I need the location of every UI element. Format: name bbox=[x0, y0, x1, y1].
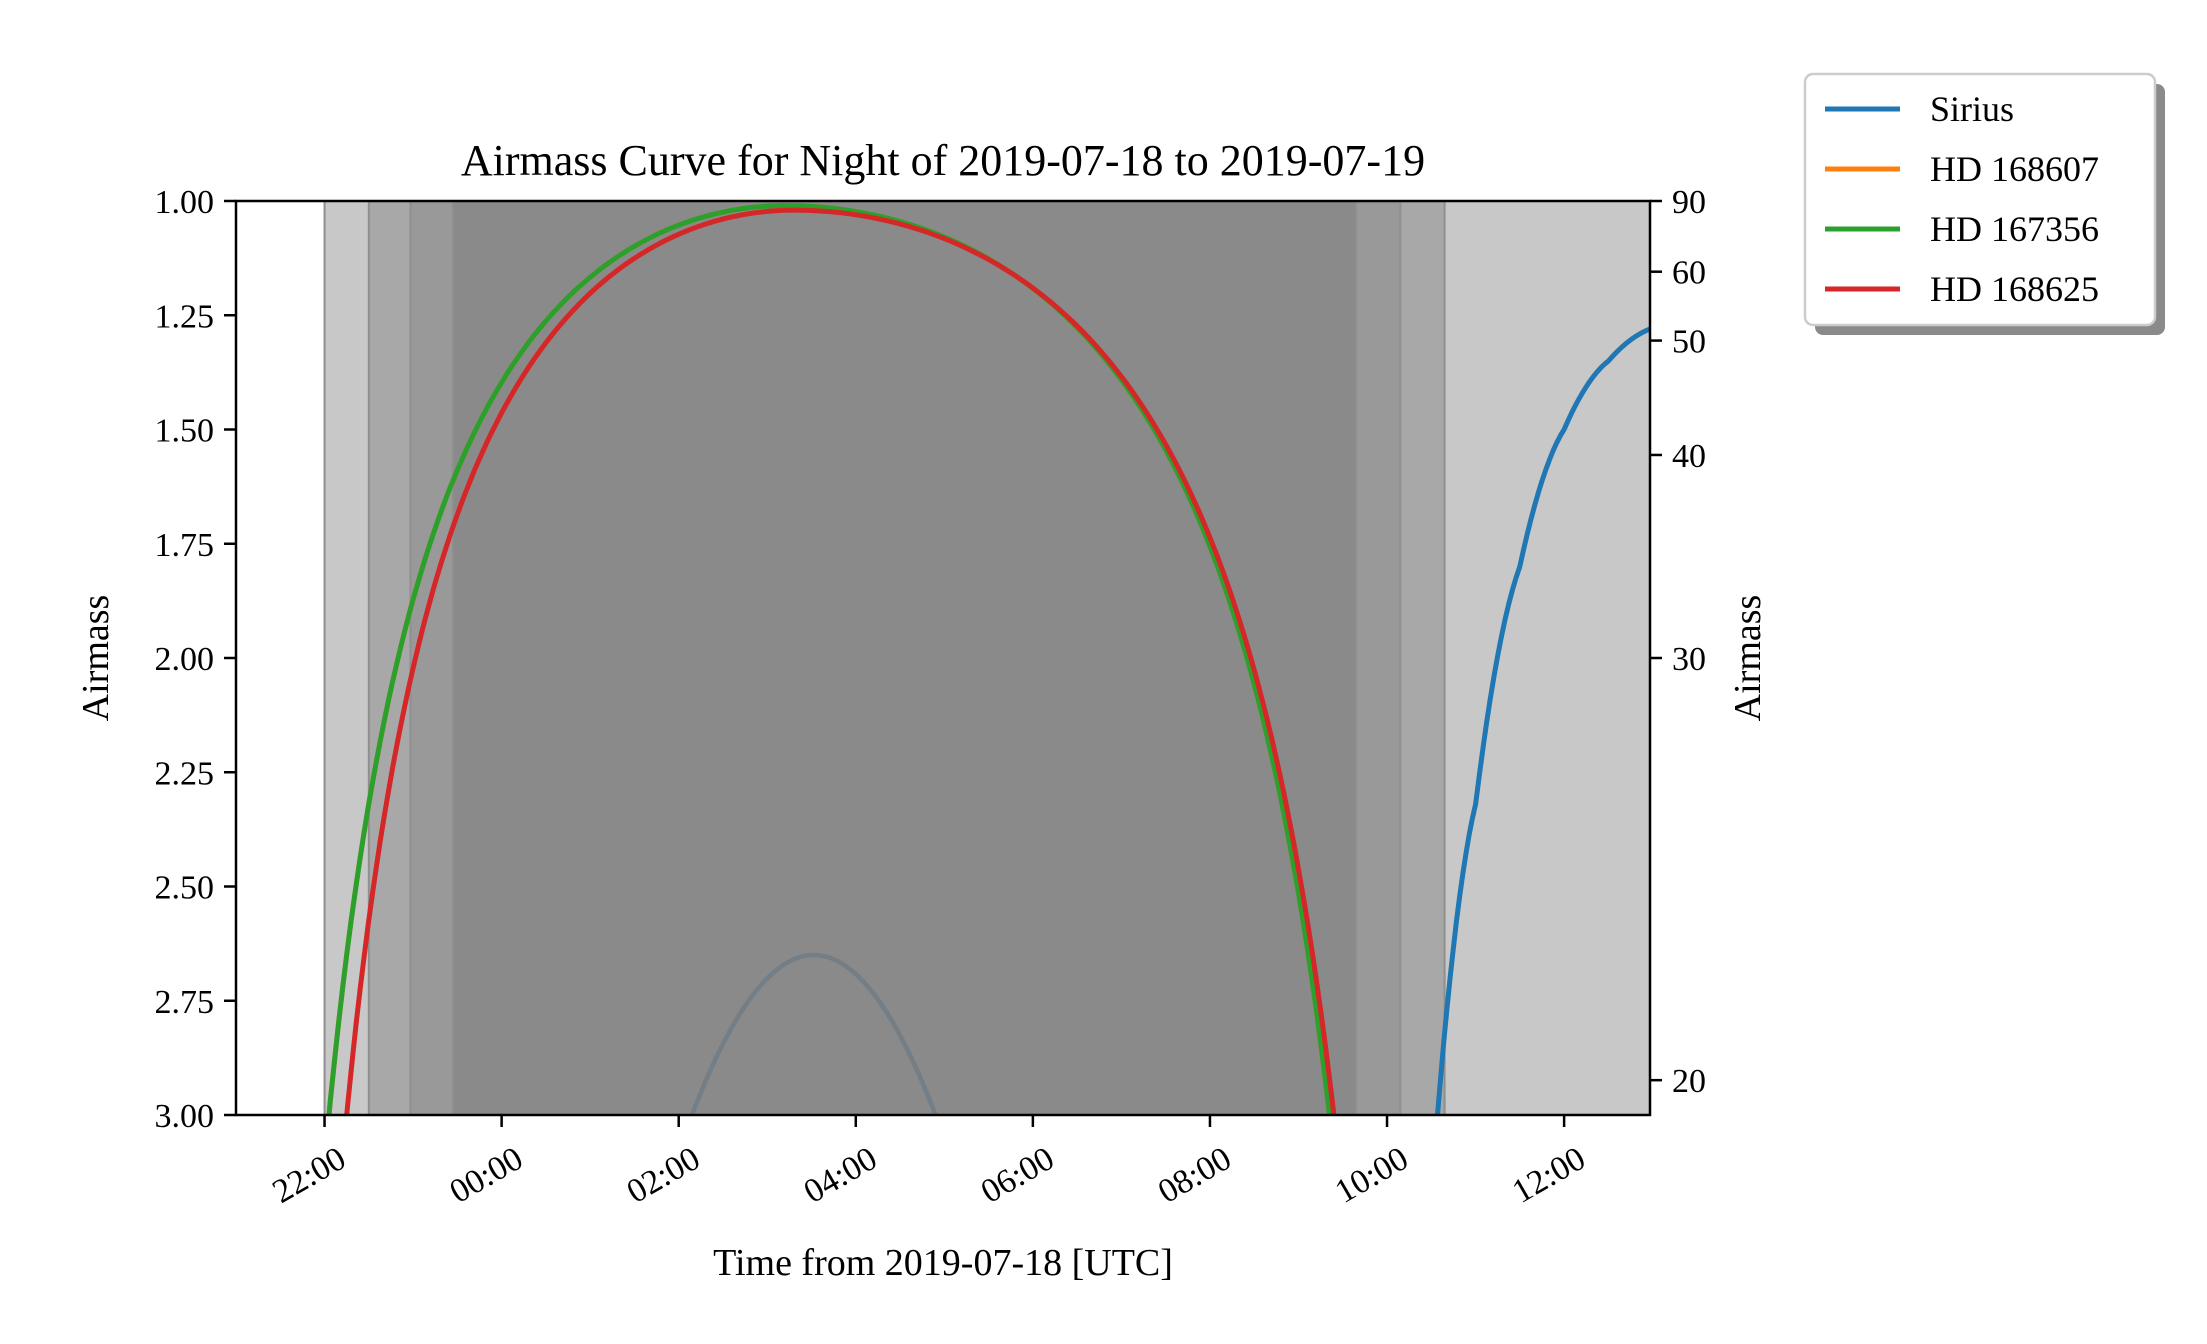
x-tick-label: 12:00 bbox=[1506, 1140, 1592, 1211]
y-tick-label: 1.25 bbox=[155, 298, 215, 335]
y-tick-label: 1.50 bbox=[155, 413, 215, 450]
legend-label: Sirius bbox=[1930, 89, 2014, 129]
series-line-hd-168625 bbox=[344, 207, 1337, 1115]
chart-title: Airmass Curve for Night of 2019-07-18 to… bbox=[461, 136, 1425, 185]
x-axis: 22:00 00:00 02:00 04:00 06:00 08:00 10:00 12:00 bbox=[267, 1115, 1592, 1211]
y-tick-label: 2.75 bbox=[155, 984, 215, 1021]
right-tick-label: 20 bbox=[1672, 1063, 1706, 1100]
series-line-sirius bbox=[1434, 326, 1650, 1115]
x-tick-label: 22:00 bbox=[267, 1140, 353, 1211]
right-tick-label: 30 bbox=[1672, 641, 1706, 678]
left-y-axis: 1.00 1.25 1.50 1.75 2.00 2.25 2.50 2.75 3.00 bbox=[155, 184, 236, 1135]
y-tick-label: 2.50 bbox=[155, 870, 215, 907]
twilight-band-4 bbox=[452, 201, 1357, 1115]
legend-label: HD 168625 bbox=[1930, 269, 2099, 309]
series-line-hd-167356 bbox=[326, 203, 1332, 1115]
right-y-axis: 90 60 50 40 30 20 bbox=[1650, 184, 1706, 1100]
y-tick-label: 1.75 bbox=[155, 527, 215, 564]
y-axis-label: Airmass bbox=[75, 595, 117, 722]
legend-box bbox=[1803, 72, 2157, 327]
series-lines bbox=[326, 203, 1650, 1115]
x-tick-label: 08:00 bbox=[1152, 1140, 1238, 1211]
y-tick-label: 3.00 bbox=[155, 1098, 215, 1135]
right-tick-label: 60 bbox=[1672, 255, 1706, 292]
x-tick-label: 06:00 bbox=[975, 1140, 1061, 1211]
y-tick-label: 2.25 bbox=[155, 755, 215, 792]
x-axis-label: Time from 2019-07-18 [UTC] bbox=[713, 1242, 1173, 1284]
x-tick-label: 00:00 bbox=[444, 1140, 530, 1211]
right-tick-label: 50 bbox=[1672, 324, 1706, 361]
legend: Sirius HD 168607 HD 167356 HD 168625 bbox=[1803, 72, 2165, 335]
right-tick-label: 90 bbox=[1672, 184, 1706, 221]
twilight-bands bbox=[323, 201, 1650, 1115]
y-axis-label-right: Airmass bbox=[1727, 595, 1769, 722]
legend-label: HD 167356 bbox=[1930, 209, 2099, 249]
y-tick-label: 2.00 bbox=[155, 641, 215, 678]
legend-label: HD 168607 bbox=[1930, 149, 2099, 189]
legend-items: Sirius HD 168607 HD 167356 HD 168625 bbox=[1825, 89, 2099, 309]
x-tick-label: 10:00 bbox=[1329, 1140, 1415, 1211]
x-tick-label: 02:00 bbox=[621, 1140, 707, 1211]
x-tick-label: 04:00 bbox=[798, 1140, 884, 1211]
y-tick-label: 1.00 bbox=[155, 184, 215, 221]
right-tick-label: 40 bbox=[1672, 438, 1706, 475]
moon-curve bbox=[689, 952, 938, 1115]
